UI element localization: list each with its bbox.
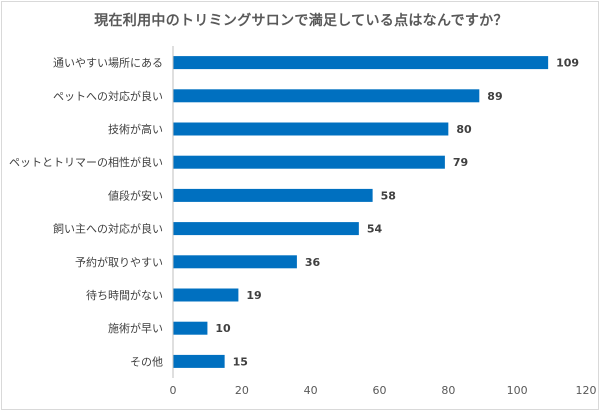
data-label-2: 89	[487, 90, 502, 103]
data-label-6: 54	[367, 223, 383, 236]
bar-5	[173, 188, 373, 202]
category-labels: 通いやすい場所にあるペットへの対応が良い技術が高いペットとトリマーの相性が良い値…	[9, 57, 163, 369]
x-tick-label-40: 40	[304, 384, 318, 397]
chart-title: 現在利用中のトリミングサロンで満足している点はなんですか？	[94, 13, 508, 29]
category-label-8: 待ち時間がない	[86, 288, 163, 302]
bar-6	[173, 222, 359, 236]
category-label-5: 値段が安い	[108, 188, 163, 202]
x-axis: 0 20 40 60 80 100 120	[170, 46, 597, 397]
x-tick-label-80: 80	[441, 384, 455, 397]
category-label-1: 通いやすい場所にある	[53, 57, 163, 70]
bar-10	[173, 354, 225, 368]
data-label-9: 10	[215, 322, 231, 335]
category-label-9: 施術が早い	[108, 321, 163, 335]
x-tick-label-120: 120	[576, 384, 597, 397]
data-label-1: 109	[556, 57, 579, 70]
category-label-6: 飼い主への対応が良い	[53, 222, 163, 236]
x-tick-label-20: 20	[235, 384, 249, 397]
bar-4	[173, 155, 445, 169]
data-label-7: 36	[305, 256, 321, 269]
x-tick-label-0: 0	[170, 384, 177, 397]
bar-9	[173, 321, 208, 335]
category-label-2: ペットへの対応が良い	[53, 89, 163, 103]
category-label-4: ペットとトリマーの相性が良い	[9, 155, 163, 169]
data-label-3: 80	[456, 123, 472, 136]
data-label-4: 79	[453, 156, 468, 169]
bar-2	[173, 89, 480, 103]
category-label-10: その他	[130, 355, 163, 368]
category-label-7: 予約が取りやすい	[75, 255, 163, 269]
bar-3	[173, 122, 449, 136]
data-label-5: 58	[381, 189, 396, 202]
bar-8	[173, 288, 239, 302]
bar-1	[173, 56, 549, 70]
bars-layer	[173, 56, 549, 368]
x-tick-label-60: 60	[373, 384, 387, 397]
data-label-10: 15	[233, 355, 248, 368]
category-label-3: 技術が高い	[108, 122, 163, 136]
x-tick-label-100: 100	[507, 384, 528, 397]
data-label-8: 19	[246, 289, 261, 302]
data-labels: 109 89 80 79 58 54 36 19 10 15	[215, 57, 579, 369]
bar-7	[173, 255, 297, 269]
